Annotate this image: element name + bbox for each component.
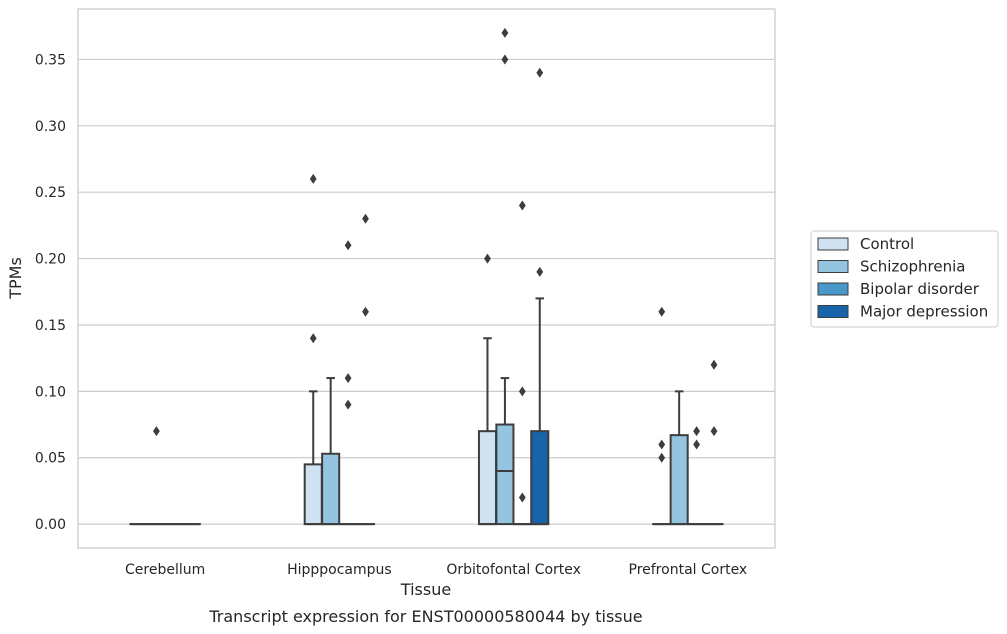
box-1-2 [495,27,515,526]
legend: Control Schizophrenia Bipolar disorder Majo… [810,230,999,328]
box-1-0 [146,426,166,526]
legend-swatch [817,282,849,296]
box-body [477,430,498,526]
box-2-3 [687,426,707,526]
box-1-3 [669,390,689,526]
box-0-1 [303,173,323,526]
box-3-1 [355,213,376,526]
outlier-point [484,253,491,264]
box-3-3 [704,359,724,526]
chart-title: Transcript expression for ENST0000058004… [208,607,642,626]
outlier-point [658,439,666,450]
legend-label: Bipolar disorder [860,280,980,298]
y-tick-label: 0.30 [35,119,66,135]
box-1-1 [321,377,341,526]
legend-label: Control [860,235,914,253]
box-body [530,430,550,526]
x-tick-labels: Cerebellum Hipppocampus Orbitofontal Corte… [125,562,747,578]
y-tick-label: 0.25 [35,185,66,201]
y-tick-label: 0.05 [35,451,66,467]
x-axis-title: Tissue [400,580,451,599]
x-tick-label: Prefrontal Cortex [629,562,748,578]
box-body [303,463,323,526]
legend-frame [810,230,999,328]
outlier-point [693,439,700,450]
box-body [669,434,689,526]
outlier-point [518,200,526,211]
plot-area-frame [77,8,776,549]
outlier-point [344,240,352,251]
outlier-point [501,27,509,38]
outlier-point [710,426,718,437]
outlier-point [309,333,317,344]
box-body [321,452,341,526]
x-tick-label: Cerebellum [125,562,205,578]
y-tick-label: 0.00 [35,517,66,533]
legend-swatch [817,260,849,273]
y-tick-label: 0.35 [35,52,66,68]
y-tick-label: 0.10 [35,384,66,400]
legend-swatch [817,305,849,318]
outlier-point [153,426,160,437]
outlier-point [344,399,352,410]
outlier-point [518,492,526,503]
outlier-point [693,426,700,437]
box-groups [129,27,724,526]
outlier-point [362,213,369,224]
y-gridlines [78,58,775,525]
y-axis-title: TPMs [6,257,25,300]
outlier-point [344,373,352,384]
box-0-2 [477,253,498,526]
box-2-2 [512,200,532,526]
box-0-3 [652,306,672,526]
y-tick-label: 0.15 [35,318,66,334]
x-tick-label: Orbitofontal Cortex [446,562,581,578]
y-tick-label: 0.20 [35,252,66,268]
legend-label: Major depression [860,303,988,321]
legend-swatch [817,237,849,251]
outlier-point [536,67,544,78]
outlier-point [362,306,369,317]
outlier-point [710,359,718,370]
box-3-2 [530,67,550,526]
x-tick-label: Hipppocampus [287,562,392,578]
outlier-point [658,306,666,317]
outlier-point [658,452,666,463]
box-body [495,423,515,526]
y-tick-labels: 0.00 0.05 0.10 0.15 0.20 0.25 0.30 0.35 [35,52,66,533]
outlier-point [309,173,317,184]
outlier-point [518,386,526,397]
outlier-point [501,54,509,65]
box-2-1 [338,240,358,526]
legend-label: Schizophrenia [860,258,965,276]
outlier-point [536,266,544,277]
